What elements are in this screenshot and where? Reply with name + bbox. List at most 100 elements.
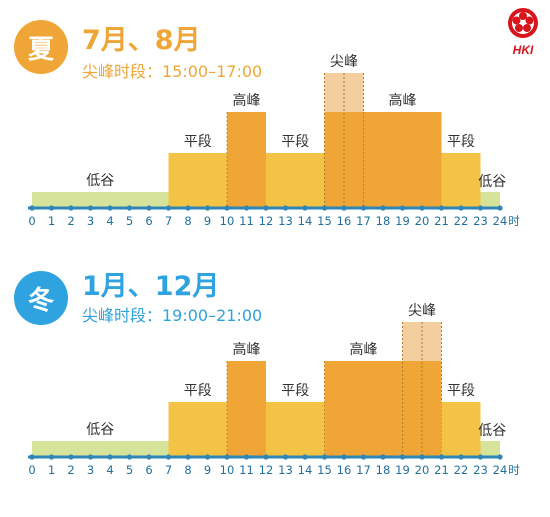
summer-band-label: 平段 — [447, 134, 475, 150]
summer-tick-dot — [165, 205, 172, 211]
summer-tick-dot — [477, 205, 484, 211]
winter-tick-label: 21 — [434, 463, 449, 477]
winter-tick-dot — [185, 454, 191, 460]
winter-tick-label: 18 — [376, 463, 391, 477]
summer-bar — [168, 153, 227, 208]
summer-band-label: 高峰 — [389, 92, 417, 109]
summer-band-label: 低谷 — [478, 174, 506, 190]
winter-tick-label: 17 — [356, 463, 371, 477]
summer-tick-label: 7 — [165, 214, 172, 228]
summer-tick-label: 3 — [87, 214, 94, 228]
winter-unit-label: 时 — [508, 463, 520, 477]
summer-tick-dot — [29, 205, 35, 211]
summer-subtitle: 尖峰时段：15:00–17:00 — [82, 62, 263, 81]
summer-tick-label: 21 — [434, 214, 449, 228]
winter-band-label: 高峰 — [350, 341, 378, 358]
winter-band-label: 平段 — [184, 383, 212, 399]
winter-tick-dot — [87, 454, 94, 460]
summer-tick-label: 18 — [376, 214, 391, 228]
winter-tick-dot — [68, 454, 74, 460]
summer-band-label: 高峰 — [233, 92, 261, 109]
winter-tick-label: 13 — [278, 463, 293, 477]
summer-tick-dot — [48, 205, 55, 211]
winter-band-label: 低谷 — [478, 423, 506, 439]
summer-band-label: 平段 — [184, 134, 212, 150]
summer-tick-label: 11 — [239, 214, 254, 228]
winter-tick-label: 14 — [298, 463, 313, 477]
winter-band-label: 高峰 — [233, 341, 261, 358]
logo-text: HKI — [513, 43, 534, 57]
hki-logo: HKI — [508, 8, 538, 57]
summer-tick-label: 13 — [278, 214, 293, 228]
summer-bar — [32, 192, 169, 208]
winter-title: 1月、12月 — [82, 271, 220, 302]
summer-tick-label: 1 — [48, 214, 55, 228]
winter-tick-dot — [126, 454, 133, 460]
summer-tick-label: 19 — [395, 214, 410, 228]
summer-tick-label: 5 — [126, 214, 133, 228]
winter-tick-dot — [419, 454, 425, 460]
summer-tick-dot — [438, 205, 445, 211]
summer-tick-dot — [419, 205, 425, 211]
winter-bar — [168, 402, 227, 457]
winter-tick-dot — [146, 454, 152, 460]
winter-tick-dot — [29, 454, 35, 460]
winter-tick-dot — [458, 454, 464, 460]
summer-tick-dot — [87, 205, 94, 211]
winter-tick-label: 1 — [48, 463, 55, 477]
winter-tick-dot — [243, 454, 250, 460]
winter-tick-label: 22 — [454, 463, 469, 477]
summer-tick-dot — [107, 205, 113, 211]
winter-tick-dot — [341, 454, 347, 460]
summer-tick-dot — [321, 205, 328, 211]
summer-tick-dot — [263, 205, 269, 211]
summer-unit-label: 时 — [508, 214, 520, 228]
summer-tick-dot — [341, 205, 347, 211]
winter-tick-dot — [165, 454, 172, 460]
winter-tick-label: 24 — [493, 463, 508, 477]
summer-tick-label: 14 — [298, 214, 313, 228]
winter-bar — [266, 402, 325, 457]
winter-tick-dot — [224, 454, 230, 460]
summer-tick-label: 24 — [493, 214, 508, 228]
summer-band-label: 尖峰 — [330, 54, 358, 70]
summer-bar — [441, 153, 481, 208]
summer-band-label: 平段 — [281, 134, 309, 150]
winter-tick-label: 3 — [87, 463, 94, 477]
winter-tick-label: 19 — [395, 463, 410, 477]
summer-tick-label: 22 — [454, 214, 469, 228]
summer-bar — [227, 112, 266, 208]
summer-tick-label: 17 — [356, 214, 371, 228]
summer-tick-dot — [360, 205, 367, 211]
summer-tick-dot — [146, 205, 152, 211]
summer-tick-label: 9 — [204, 214, 211, 228]
winter-tick-label: 6 — [145, 463, 152, 477]
winter-tick-dot — [380, 454, 386, 460]
summer-tick-dot — [204, 205, 211, 211]
winter-tick-label: 20 — [415, 463, 430, 477]
summer-band-label: 低谷 — [86, 173, 114, 189]
winter-tick-label: 4 — [106, 463, 113, 477]
summer-tick-dot — [458, 205, 464, 211]
winter-band-label: 尖峰 — [408, 303, 436, 319]
summer-tick-label: 12 — [259, 214, 274, 228]
summer-tick-dot — [380, 205, 386, 211]
summer-title: 7月、8月 — [82, 25, 201, 56]
winter-tick-dot — [302, 454, 308, 460]
winter-band-label: 平段 — [447, 383, 475, 399]
winter-bar — [227, 361, 266, 457]
summer-tick-label: 16 — [337, 214, 352, 228]
summer-tick-dot — [185, 205, 191, 211]
winter-bar-peak — [402, 361, 442, 457]
winter-bar — [441, 402, 481, 457]
summer-tick-label: 4 — [106, 214, 113, 228]
summer-bar-peak — [324, 112, 364, 208]
winter-tick-label: 15 — [317, 463, 332, 477]
winter-badge: 冬 — [14, 271, 68, 325]
winter-subtitle: 尖峰时段：19:00–21:00 — [82, 306, 263, 325]
winter-tick-label: 12 — [259, 463, 274, 477]
summer-tick-label: 2 — [67, 214, 74, 228]
winter-tick-label: 2 — [67, 463, 74, 477]
winter-tick-label: 7 — [165, 463, 172, 477]
